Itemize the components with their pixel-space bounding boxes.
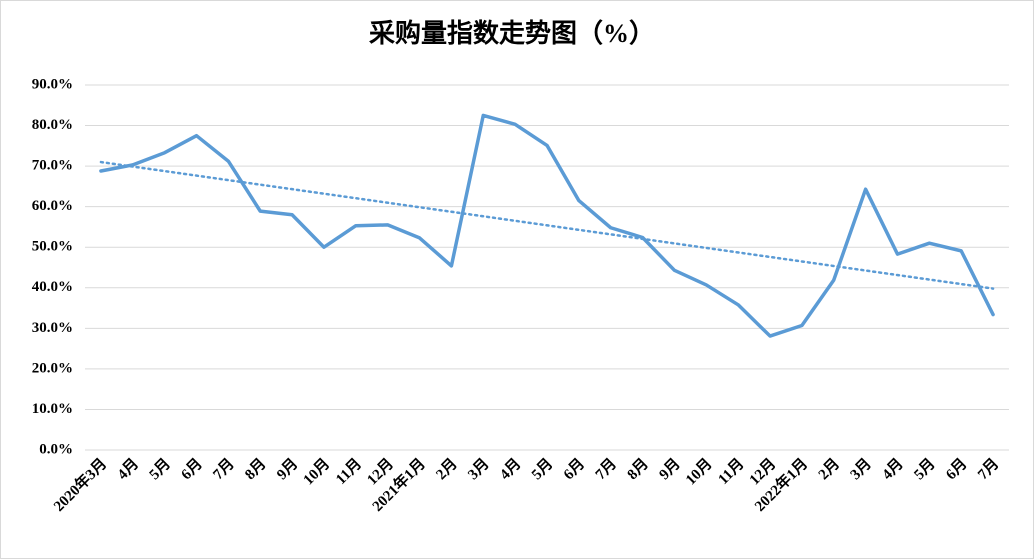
- y-tick-label: 90.0%: [32, 76, 73, 92]
- chart-title: 采购量指数走势图（%）: [369, 19, 655, 48]
- data-line: [99, 113, 995, 338]
- y-tick-label: 60.0%: [32, 198, 73, 214]
- y-tick-label: 20.0%: [32, 360, 73, 376]
- y-tick-label: 30.0%: [32, 320, 73, 336]
- y-tick-label: 50.0%: [32, 239, 73, 255]
- y-tick-label: 80.0%: [32, 117, 73, 133]
- y-tick-label: 10.0%: [32, 401, 73, 417]
- y-tick-label: 70.0%: [32, 158, 73, 174]
- y-tick-label: 0.0%: [39, 441, 73, 457]
- y-tick-label: 40.0%: [32, 279, 73, 295]
- trend-line: [99, 160, 995, 290]
